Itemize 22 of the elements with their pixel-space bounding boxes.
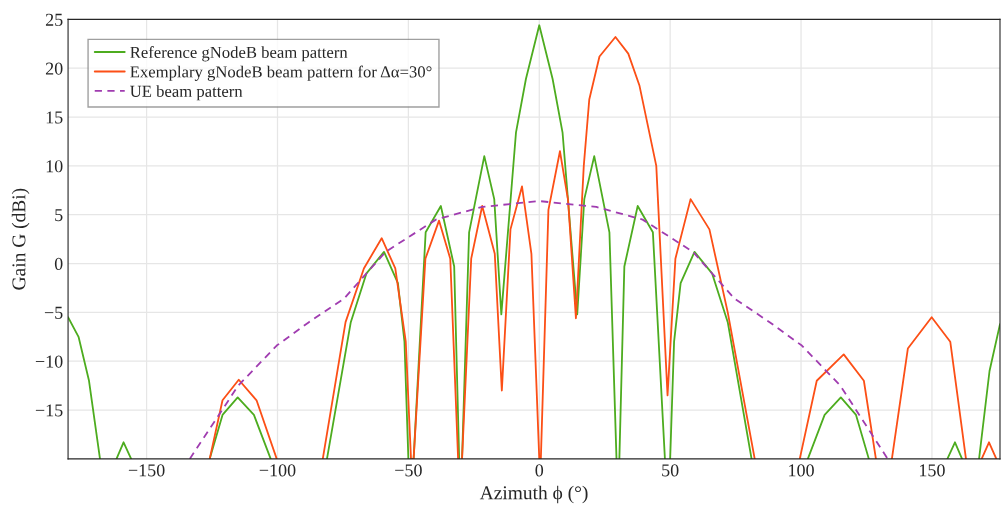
x-tick-label: 100 [789, 464, 814, 477]
y-tick-label: 15 [46, 111, 63, 124]
line-series [188, 200, 889, 459]
legend-label: UE beam pattern [130, 85, 243, 101]
y-tick-label: 25 [45, 13, 63, 26]
legend-label: Exemplary gNodeB beam pattern for Δα=30° [130, 65, 432, 81]
legend-label: Reference gNodeB beam pattern [130, 46, 348, 62]
x-tick-label: −150 [128, 464, 165, 477]
x-tick-label: 150 [919, 464, 945, 477]
x-tick-label: −50 [395, 464, 422, 477]
x-tick-label: 50 [662, 464, 679, 477]
y-tick-label: 20 [45, 62, 63, 75]
y-tick-label: 5 [55, 209, 63, 222]
y-axis-title: Gain G (dBi) [11, 188, 30, 290]
x-tick-label: −100 [259, 464, 296, 477]
x-axis-title: Azimuth ϕ (°) [479, 485, 588, 504]
y-tick-label: −15 [35, 404, 63, 417]
y-tick-label: 10 [46, 160, 63, 173]
y-tick-label: 0 [54, 257, 63, 270]
x-tick-label: 0 [535, 464, 544, 477]
y-tick-label: −10 [35, 355, 63, 368]
y-tick-label: −5 [44, 306, 63, 319]
